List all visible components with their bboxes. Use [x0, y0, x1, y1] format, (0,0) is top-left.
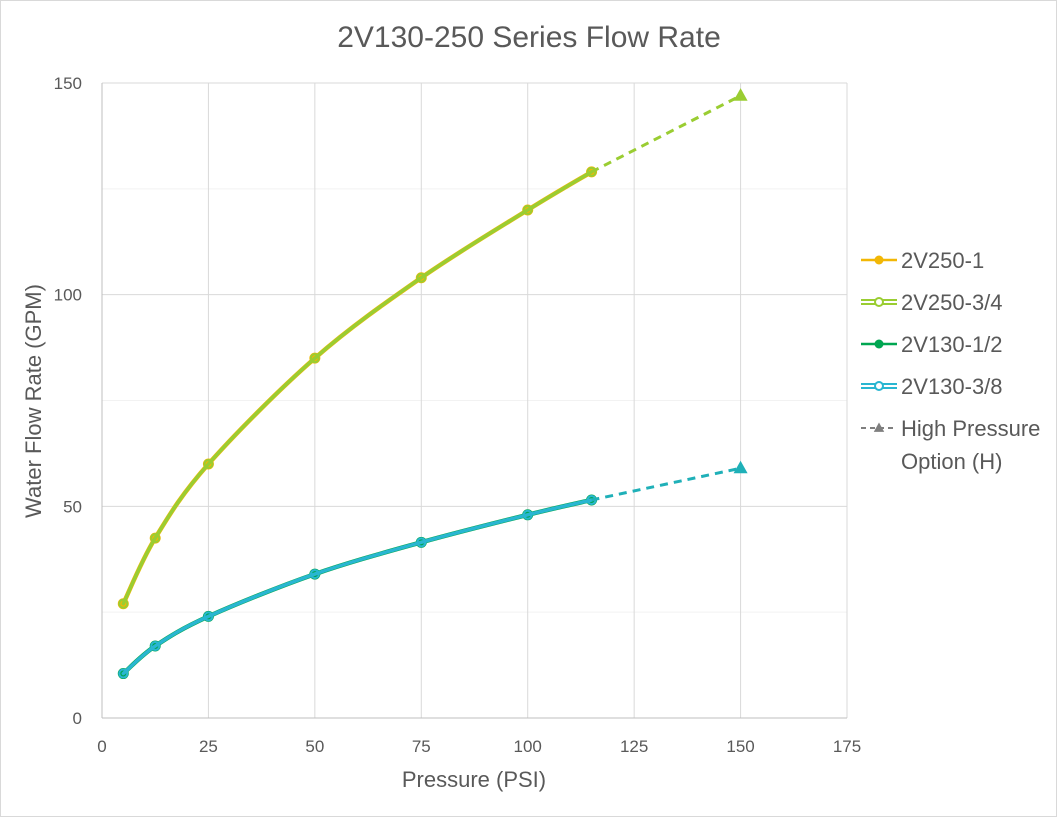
x-tick-label: 100 — [514, 737, 542, 756]
data-point — [118, 668, 129, 679]
data-point — [309, 569, 320, 580]
axes: 0 25 50 75 100 125 150 175 0 50 100 150 — [54, 74, 862, 756]
legend-label: 2V250-3/4 — [901, 290, 1003, 315]
series-line — [121, 498, 594, 676]
series-1 — [117, 166, 598, 610]
data-point — [586, 166, 597, 177]
legend-swatch-marker — [874, 339, 884, 349]
data-point — [416, 272, 427, 283]
data-point — [203, 611, 214, 622]
y-tick-label: 100 — [54, 286, 82, 305]
y-tick-label: 50 — [63, 497, 82, 516]
x-tick-label: 125 — [620, 737, 648, 756]
x-tick-label: 175 — [833, 737, 861, 756]
high-pressure-triangle-marker — [733, 460, 748, 474]
series-line — [121, 170, 594, 606]
data-point — [118, 598, 129, 609]
high-pressure-dashed-line — [591, 466, 741, 502]
legend-swatch-marker — [874, 255, 884, 265]
data-point — [416, 537, 427, 548]
series-5 — [590, 88, 748, 502]
grid — [101, 82, 848, 719]
x-axis-title: Pressure (PSI) — [402, 767, 546, 792]
data-point — [150, 533, 161, 544]
chart-title: 2V130-250 Series Flow Rate — [337, 21, 721, 54]
high-pressure-dashed-line — [590, 94, 742, 174]
y-axis-title: Water Flow Rate (GPM) — [21, 284, 46, 518]
data-point — [522, 205, 533, 215]
data-point — [522, 509, 533, 520]
series-2 — [118, 166, 597, 609]
data-point — [150, 641, 161, 652]
legend-label: High Pressure — [901, 416, 1040, 441]
legend-item-3: 2V130-1/2 — [861, 332, 1003, 357]
series-3 — [117, 494, 598, 680]
legend-swatch-marker — [874, 381, 884, 391]
data-point — [203, 459, 214, 469]
legend-label: 2V250-1 — [901, 248, 984, 273]
series-line — [121, 169, 594, 606]
x-tick-label: 25 — [199, 737, 218, 756]
legend-swatch-triangle — [873, 422, 885, 432]
x-tick-label: 50 — [305, 737, 324, 756]
y-tick-label: 150 — [54, 74, 82, 93]
series-layer — [117, 88, 748, 680]
data-point — [309, 353, 320, 364]
legend-label: 2V130-1/2 — [901, 332, 1003, 357]
legend-item-1: 2V250-1 — [861, 248, 984, 273]
legend: 2V250-1 2V250-3/4 2V130-1/2 2V130-3/8 High P… — [861, 248, 1040, 474]
x-tick-label: 0 — [97, 737, 106, 756]
series-line — [121, 497, 594, 676]
x-tick-label: 75 — [412, 737, 431, 756]
y-tick-label: 0 — [73, 709, 82, 728]
legend-item-4: 2V130-3/8 — [861, 374, 1003, 399]
legend-label: Option (H) — [901, 449, 1002, 474]
high-pressure-triangle-marker — [733, 88, 748, 101]
x-tick-label: 150 — [726, 737, 754, 756]
legend-item-5: High Pressure Option (H) — [861, 416, 1040, 474]
legend-item-2: 2V250-3/4 — [861, 290, 1003, 315]
legend-label: 2V130-3/8 — [901, 374, 1003, 399]
legend-swatch-marker — [874, 297, 884, 307]
series-4 — [118, 494, 597, 679]
